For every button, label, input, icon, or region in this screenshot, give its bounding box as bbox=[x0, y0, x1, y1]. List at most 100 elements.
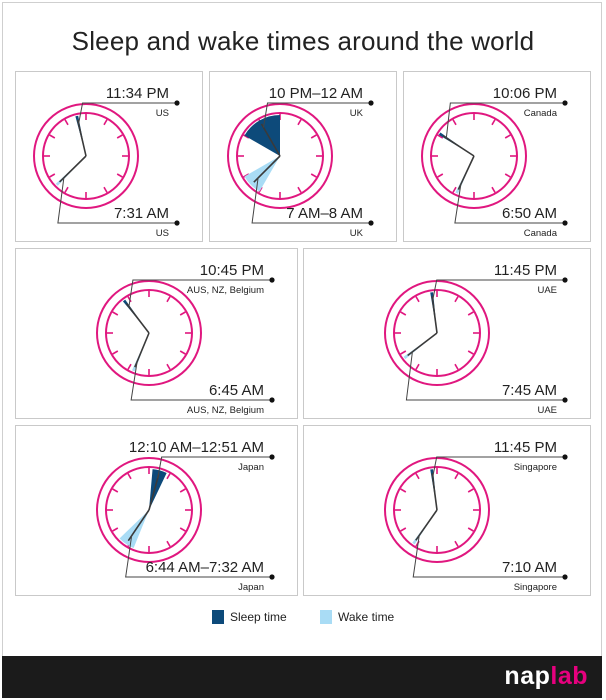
clock-tick bbox=[415, 296, 420, 303]
naplab-logo: naplab bbox=[504, 662, 588, 691]
sleep-leader-dot bbox=[562, 454, 568, 460]
clock-panel: 12:10 AM–12:51 AM Japan 6:44 AM–7:32 AM Jap… bbox=[15, 425, 298, 596]
wake-country-label: US bbox=[156, 228, 169, 239]
wake-country-label: Canada bbox=[524, 228, 558, 239]
clock-tick bbox=[504, 134, 511, 139]
sleep-hand bbox=[125, 303, 150, 334]
sleep-wedge bbox=[149, 469, 167, 510]
sleep-leader-line bbox=[128, 279, 272, 307]
sleep-country-label: US bbox=[156, 108, 169, 119]
wake-hand bbox=[415, 509, 438, 541]
sleep-leader-dot bbox=[368, 100, 374, 106]
sleep-leader-line bbox=[157, 456, 272, 479]
clock-outer-ring bbox=[33, 103, 139, 209]
wake-leader-dot bbox=[562, 574, 568, 580]
clock-tick bbox=[400, 527, 407, 532]
clock-tick bbox=[112, 527, 119, 532]
sleep-wedge bbox=[244, 115, 280, 156]
wake-time-label: 7:45 AM bbox=[502, 382, 557, 399]
sleep-time-label: 11:34 PM bbox=[106, 85, 169, 102]
sleep-time-label: 10:06 PM bbox=[493, 85, 557, 102]
wake-leader-line bbox=[412, 535, 565, 578]
clock-panel: 10:06 PM Canada 6:50 AM Canada bbox=[403, 71, 591, 242]
clock-tick bbox=[166, 296, 171, 303]
clock-svg: 10 PM–12 AM UK 7 AM–8 AM UK bbox=[227, 85, 374, 239]
legend-item-sleep: Sleep time bbox=[212, 610, 287, 624]
wake-leader-dot bbox=[174, 220, 180, 226]
clock-tick bbox=[454, 296, 459, 303]
clock-tick bbox=[491, 119, 496, 126]
clock-outer-ring bbox=[96, 280, 202, 386]
wake-hand bbox=[134, 332, 150, 368]
clock-tick bbox=[166, 473, 171, 480]
wake-time-label: 6:44 AM–7:32 AM bbox=[146, 559, 264, 576]
sleep-leader-dot bbox=[269, 277, 275, 283]
clock-tick bbox=[454, 473, 459, 480]
clock-tick bbox=[112, 311, 119, 316]
wake-leader-line bbox=[405, 351, 565, 401]
sleep-leader-line bbox=[78, 102, 177, 124]
clock-tick bbox=[64, 119, 69, 126]
wake-hand bbox=[253, 155, 281, 183]
wake-leader-dot bbox=[562, 397, 568, 403]
sleep-country-label: Japan bbox=[238, 462, 264, 473]
clock-tick bbox=[491, 186, 496, 193]
wake-leader-dot bbox=[269, 397, 275, 403]
clock-tick bbox=[400, 488, 407, 493]
sleep-country-label: Singapore bbox=[514, 462, 557, 473]
wake-leader-line bbox=[57, 177, 177, 224]
sleep-hand bbox=[148, 474, 160, 511]
wake-country-label: UAE bbox=[537, 405, 557, 416]
clock-tick bbox=[297, 119, 302, 126]
clock-svg: 10:45 PM AUS, NZ, Belgium 6:45 AM AUS, NZ, … bbox=[96, 262, 275, 416]
clock-tick bbox=[310, 173, 317, 178]
clock-tick bbox=[467, 311, 474, 316]
wake-leader-dot bbox=[562, 220, 568, 226]
sleep-leader-line bbox=[432, 456, 565, 478]
footer-bar: naplab bbox=[2, 656, 602, 698]
wake-leader-line bbox=[454, 184, 565, 224]
sleep-country-label: UAE bbox=[537, 285, 557, 296]
sleep-leader-dot bbox=[269, 454, 275, 460]
sleep-time-label: 11:45 PM bbox=[494, 262, 557, 279]
sleep-country-label: UK bbox=[350, 108, 364, 119]
wake-country-label: Singapore bbox=[514, 582, 557, 593]
clock-svg: 11:34 PM US 7:31 AM US bbox=[33, 85, 180, 239]
clock-panel: 11:45 PM UAE 7:45 AM UAE bbox=[303, 248, 591, 419]
clock-tick bbox=[112, 488, 119, 493]
clock-tick bbox=[297, 186, 302, 193]
clock-tick bbox=[415, 363, 420, 370]
clock-svg: 11:45 PM Singapore 7:10 AM Singapore bbox=[384, 439, 568, 593]
clock-tick bbox=[400, 311, 407, 316]
clock-tick bbox=[127, 473, 132, 480]
sleep-leader-dot bbox=[174, 100, 180, 106]
wake-time-label: 7 AM–8 AM bbox=[286, 205, 363, 222]
clock-svg: 11:45 PM UAE 7:45 AM UAE bbox=[384, 262, 568, 416]
sleep-hand bbox=[431, 296, 438, 334]
clock-tick bbox=[103, 186, 108, 193]
clock-tick bbox=[166, 540, 171, 547]
clock-svg: 10:06 PM Canada 6:50 AM Canada bbox=[421, 85, 568, 239]
clock-tick bbox=[452, 119, 457, 126]
clock-tick bbox=[166, 363, 171, 370]
wake-leader-line bbox=[251, 177, 371, 224]
clock-outer-ring bbox=[421, 103, 527, 209]
clock-tick bbox=[127, 296, 132, 303]
clock-tick bbox=[467, 350, 474, 355]
sleep-leader-dot bbox=[562, 100, 568, 106]
clock-tick bbox=[467, 488, 474, 493]
clock-tick bbox=[504, 173, 511, 178]
clock-svg: 12:10 AM–12:51 AM Japan 6:44 AM–7:32 AM Jap… bbox=[96, 439, 275, 593]
wake-leader-line bbox=[130, 361, 272, 401]
legend-swatch-sleep bbox=[212, 610, 224, 624]
wake-time-label: 7:31 AM bbox=[114, 205, 169, 222]
sleep-leader-line bbox=[445, 102, 565, 139]
clock-tick bbox=[179, 527, 186, 532]
clock-panel: 11:34 PM US 7:31 AM US bbox=[15, 71, 203, 242]
legend-item-wake: Wake time bbox=[320, 610, 394, 624]
wake-country-label: AUS, NZ, Belgium bbox=[187, 405, 264, 416]
clock-tick bbox=[179, 350, 186, 355]
clock-tick bbox=[49, 134, 56, 139]
wake-country-label: UK bbox=[350, 228, 364, 239]
sleep-time-label: 10 PM–12 AM bbox=[269, 85, 363, 102]
